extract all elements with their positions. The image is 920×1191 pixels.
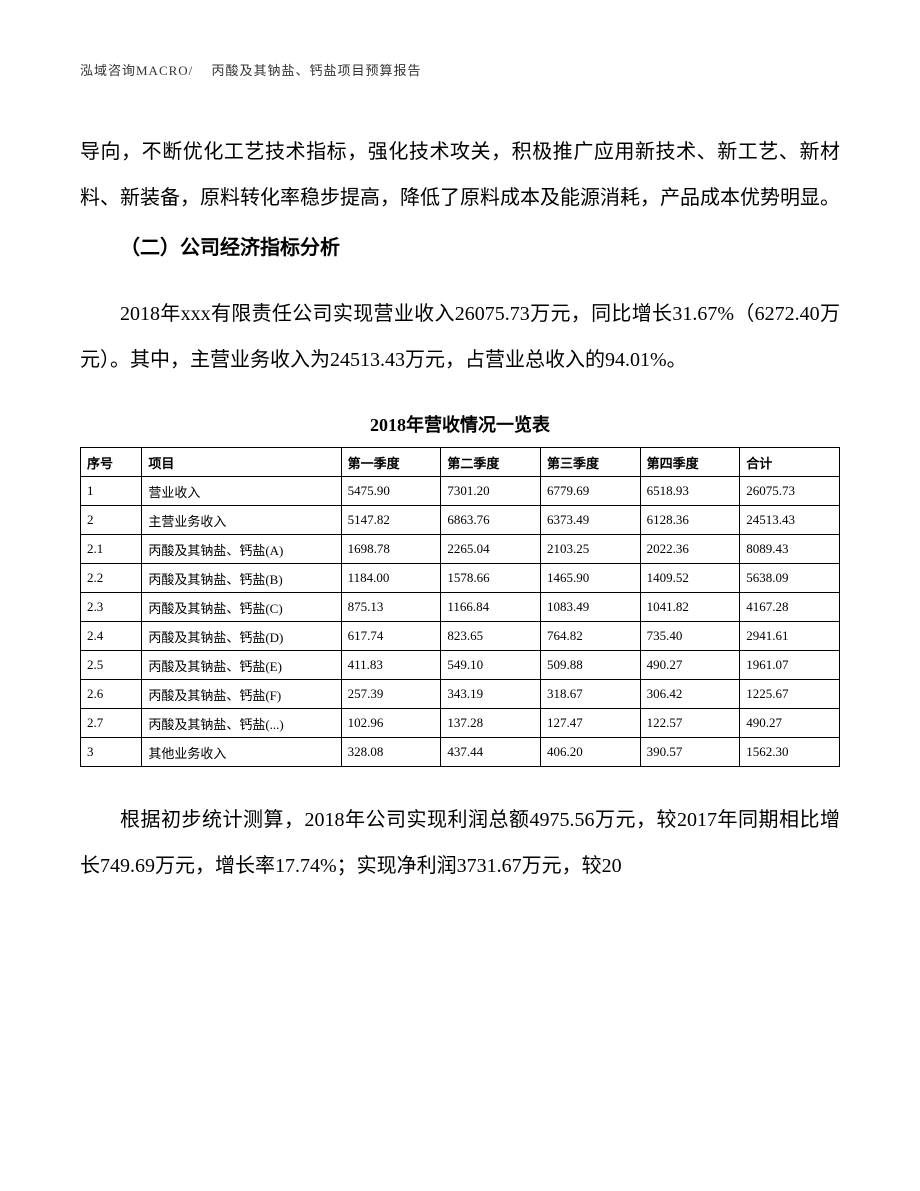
cell: 509.88 <box>540 651 640 680</box>
cell: 1409.52 <box>640 564 740 593</box>
cell: 8089.43 <box>740 535 840 564</box>
table-row: 1 营业收入 5475.90 7301.20 6779.69 6518.93 2… <box>81 477 840 506</box>
cell: 2.5 <box>81 651 142 680</box>
cell: 丙酸及其钠盐、钙盐(F) <box>142 680 341 709</box>
col-header-seq: 序号 <box>81 448 142 477</box>
cell: 257.39 <box>341 680 441 709</box>
cell: 1578.66 <box>441 564 541 593</box>
cell: 328.08 <box>341 738 441 767</box>
cell: 122.57 <box>640 709 740 738</box>
table-row: 2.6 丙酸及其钠盐、钙盐(F) 257.39 343.19 318.67 30… <box>81 680 840 709</box>
paragraph-3: 根据初步统计测算，2018年公司实现利润总额4975.56万元，较2017年同期… <box>80 797 840 889</box>
cell: 318.67 <box>540 680 640 709</box>
cell: 丙酸及其钠盐、钙盐(E) <box>142 651 341 680</box>
cell: 2103.25 <box>540 535 640 564</box>
table-row: 2.3 丙酸及其钠盐、钙盐(C) 875.13 1166.84 1083.49 … <box>81 593 840 622</box>
document-page: 泓域咨询MACRO/ 丙酸及其钠盐、钙盐项目预算报告 导向，不断优化工艺技术指标… <box>0 0 920 949</box>
cell: 5475.90 <box>341 477 441 506</box>
cell: 1562.30 <box>740 738 840 767</box>
cell: 2.4 <box>81 622 142 651</box>
cell: 406.20 <box>540 738 640 767</box>
table-row: 3 其他业务收入 328.08 437.44 406.20 390.57 156… <box>81 738 840 767</box>
cell: 437.44 <box>441 738 541 767</box>
cell: 2941.61 <box>740 622 840 651</box>
cell: 875.13 <box>341 593 441 622</box>
cell: 490.27 <box>640 651 740 680</box>
cell: 7301.20 <box>441 477 541 506</box>
table-header-row: 序号 项目 第一季度 第二季度 第三季度 第四季度 合计 <box>81 448 840 477</box>
cell: 1166.84 <box>441 593 541 622</box>
col-header-item: 项目 <box>142 448 341 477</box>
cell: 24513.43 <box>740 506 840 535</box>
cell: 2 <box>81 506 142 535</box>
cell: 丙酸及其钠盐、钙盐(B) <box>142 564 341 593</box>
table-title: 2018年营收情况一览表 <box>80 411 840 437</box>
cell: 390.57 <box>640 738 740 767</box>
col-header-q2: 第二季度 <box>441 448 541 477</box>
cell: 丙酸及其钠盐、钙盐(C) <box>142 593 341 622</box>
cell: 1225.67 <box>740 680 840 709</box>
paragraph-2: 2018年xxx有限责任公司实现营业收入26075.73万元，同比增长31.67… <box>80 291 840 383</box>
cell: 5147.82 <box>341 506 441 535</box>
cell: 2.7 <box>81 709 142 738</box>
cell: 6373.49 <box>540 506 640 535</box>
col-header-q1: 第一季度 <box>341 448 441 477</box>
col-header-q4: 第四季度 <box>640 448 740 477</box>
cell: 617.74 <box>341 622 441 651</box>
cell: 764.82 <box>540 622 640 651</box>
cell: 丙酸及其钠盐、钙盐(D) <box>142 622 341 651</box>
cell: 411.83 <box>341 651 441 680</box>
cell: 3 <box>81 738 142 767</box>
table-row: 2.1 丙酸及其钠盐、钙盐(A) 1698.78 2265.04 2103.25… <box>81 535 840 564</box>
cell: 2022.36 <box>640 535 740 564</box>
cell: 2265.04 <box>441 535 541 564</box>
cell: 营业收入 <box>142 477 341 506</box>
cell: 306.42 <box>640 680 740 709</box>
cell: 1465.90 <box>540 564 640 593</box>
cell: 1698.78 <box>341 535 441 564</box>
page-header: 泓域咨询MACRO/ 丙酸及其钠盐、钙盐项目预算报告 <box>80 60 840 79</box>
cell: 4167.28 <box>740 593 840 622</box>
cell: 102.96 <box>341 709 441 738</box>
cell: 2.1 <box>81 535 142 564</box>
cell: 6128.36 <box>640 506 740 535</box>
cell: 26075.73 <box>740 477 840 506</box>
cell: 343.19 <box>441 680 541 709</box>
section-heading: （二）公司经济指标分析 <box>80 225 840 271</box>
cell: 1041.82 <box>640 593 740 622</box>
revenue-table: 序号 项目 第一季度 第二季度 第三季度 第四季度 合计 1 营业收入 5475… <box>80 447 840 767</box>
col-header-total: 合计 <box>740 448 840 477</box>
cell: 1 <box>81 477 142 506</box>
cell: 5638.09 <box>740 564 840 593</box>
cell: 1184.00 <box>341 564 441 593</box>
cell: 1961.07 <box>740 651 840 680</box>
cell: 137.28 <box>441 709 541 738</box>
cell: 127.47 <box>540 709 640 738</box>
col-header-q3: 第三季度 <box>540 448 640 477</box>
cell: 2.6 <box>81 680 142 709</box>
table-body: 1 营业收入 5475.90 7301.20 6779.69 6518.93 2… <box>81 477 840 767</box>
cell: 丙酸及其钠盐、钙盐(A) <box>142 535 341 564</box>
cell: 490.27 <box>740 709 840 738</box>
table-row: 2.4 丙酸及其钠盐、钙盐(D) 617.74 823.65 764.82 73… <box>81 622 840 651</box>
table-row: 2.5 丙酸及其钠盐、钙盐(E) 411.83 549.10 509.88 49… <box>81 651 840 680</box>
cell: 549.10 <box>441 651 541 680</box>
cell: 2.2 <box>81 564 142 593</box>
paragraph-1: 导向，不断优化工艺技术指标，强化技术攻关，积极推广应用新技术、新工艺、新材料、新… <box>80 129 840 221</box>
cell: 1083.49 <box>540 593 640 622</box>
table-row: 2 主营业务收入 5147.82 6863.76 6373.49 6128.36… <box>81 506 840 535</box>
cell: 823.65 <box>441 622 541 651</box>
cell: 丙酸及其钠盐、钙盐(...) <box>142 709 341 738</box>
cell: 6518.93 <box>640 477 740 506</box>
table-row: 2.7 丙酸及其钠盐、钙盐(...) 102.96 137.28 127.47 … <box>81 709 840 738</box>
table-row: 2.2 丙酸及其钠盐、钙盐(B) 1184.00 1578.66 1465.90… <box>81 564 840 593</box>
cell: 735.40 <box>640 622 740 651</box>
cell: 6779.69 <box>540 477 640 506</box>
cell: 其他业务收入 <box>142 738 341 767</box>
cell: 6863.76 <box>441 506 541 535</box>
cell: 2.3 <box>81 593 142 622</box>
cell: 主营业务收入 <box>142 506 341 535</box>
